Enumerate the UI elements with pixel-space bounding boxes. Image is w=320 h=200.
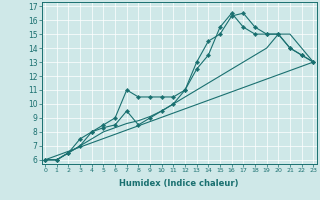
- X-axis label: Humidex (Indice chaleur): Humidex (Indice chaleur): [119, 179, 239, 188]
